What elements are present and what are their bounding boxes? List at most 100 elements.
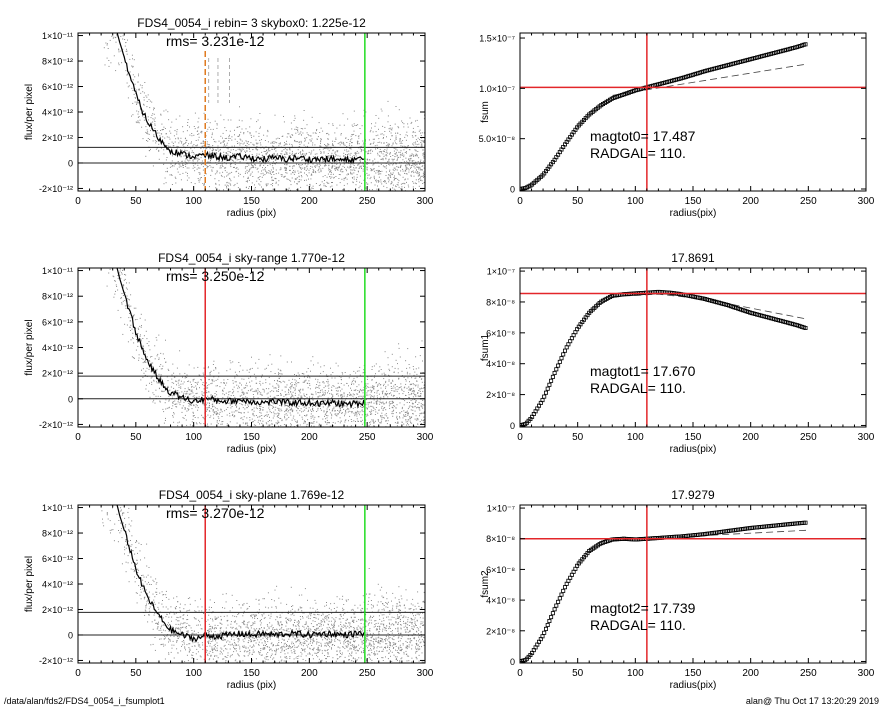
scatter-point	[258, 422, 259, 423]
scatter-point	[172, 395, 173, 396]
scatter-point	[408, 413, 409, 414]
scatter-point	[332, 410, 333, 411]
scatter-point	[197, 169, 198, 170]
scatter-point	[426, 411, 427, 412]
scatter-point	[336, 402, 337, 403]
scatter-point	[427, 153, 428, 154]
scatter-point	[411, 409, 412, 410]
scatter-point	[330, 405, 331, 406]
scatter-point	[228, 392, 229, 393]
scatter-point	[400, 387, 401, 388]
scatter-point	[427, 409, 428, 410]
scatter-point	[226, 400, 227, 401]
scatter-point	[302, 133, 303, 134]
scatter-point	[187, 375, 188, 376]
scatter-point	[311, 425, 312, 426]
scatter-point	[254, 408, 255, 409]
scatter-point	[213, 153, 214, 154]
scatter-point	[192, 390, 193, 391]
scatter-point	[374, 426, 375, 427]
scatter-point	[173, 417, 174, 418]
scatter-point	[359, 187, 360, 188]
scatter-point	[304, 110, 305, 111]
scatter-point	[406, 140, 407, 141]
scatter-point	[400, 166, 401, 167]
scatter-point	[230, 405, 231, 406]
scatter-point	[335, 170, 336, 171]
scatter-point	[355, 154, 356, 155]
scatter-point	[397, 429, 398, 430]
scatter-point	[357, 418, 358, 419]
scatter-point	[270, 391, 271, 392]
scatter-point	[354, 179, 355, 180]
scatter-point	[291, 123, 292, 124]
scatter-point	[177, 390, 178, 391]
scatter-point	[222, 166, 223, 167]
scatter-point	[374, 178, 375, 179]
scatter-point	[278, 369, 279, 370]
scatter-point	[228, 138, 229, 139]
scatter-point	[196, 393, 197, 394]
scatter-point	[200, 173, 201, 174]
scatter-point	[275, 178, 276, 179]
scatter-point	[320, 141, 321, 142]
scatter-point	[173, 143, 174, 144]
scatter-point	[236, 167, 237, 168]
scatter-point	[403, 391, 404, 392]
scatter-point	[388, 159, 389, 160]
scatter-point	[351, 419, 352, 420]
scatter-point	[330, 186, 331, 187]
scatter-point	[306, 180, 307, 181]
scatter-point	[251, 135, 252, 136]
scatter-point	[234, 167, 235, 168]
scatter-point	[429, 353, 430, 354]
scatter-point	[315, 132, 316, 133]
scatter-point	[295, 389, 296, 390]
scatter-point	[252, 368, 253, 369]
scatter-point	[416, 407, 417, 408]
scatter-point	[302, 390, 303, 391]
scatter-point	[371, 123, 372, 124]
scatter-point	[274, 380, 275, 381]
scatter-point	[399, 416, 400, 417]
scatter-point	[302, 159, 303, 160]
scatter-point	[380, 443, 381, 444]
scatter-point	[411, 175, 412, 176]
scatter-point	[214, 178, 215, 179]
scatter-point	[341, 142, 342, 143]
scatter-point	[210, 383, 211, 384]
scatter-point	[413, 171, 414, 172]
scatter-point	[193, 396, 194, 397]
scatter-point	[381, 183, 382, 184]
scatter-point	[291, 396, 292, 397]
scatter-point	[372, 385, 373, 386]
scatter-point	[332, 433, 333, 434]
scatter-point	[386, 145, 387, 146]
scatter-point	[247, 407, 248, 408]
scatter-point	[310, 154, 311, 155]
scatter-point	[302, 128, 303, 129]
scatter-point	[429, 377, 430, 378]
scatter-point	[221, 421, 222, 422]
scatter-point	[310, 178, 311, 179]
scatter-point	[120, 260, 121, 261]
scatter-point	[252, 149, 253, 150]
scatter-point	[294, 419, 295, 420]
scatter-point	[194, 126, 195, 127]
scatter-point	[150, 149, 151, 150]
scatter-point	[309, 139, 310, 140]
scatter-point	[124, 274, 125, 275]
scatter-point	[254, 374, 255, 375]
scatter-point	[125, 70, 126, 71]
scatter-point	[422, 183, 423, 184]
scatter-point	[379, 151, 380, 152]
scatter-point	[227, 196, 228, 197]
scatter-point	[239, 435, 240, 436]
scatter-point	[394, 206, 395, 207]
scatter-point	[205, 139, 206, 140]
scatter-point	[423, 155, 424, 156]
scatter-point	[180, 386, 181, 387]
scatter-point	[296, 410, 297, 411]
scatter-point	[431, 178, 432, 179]
scatter-point	[386, 152, 387, 153]
